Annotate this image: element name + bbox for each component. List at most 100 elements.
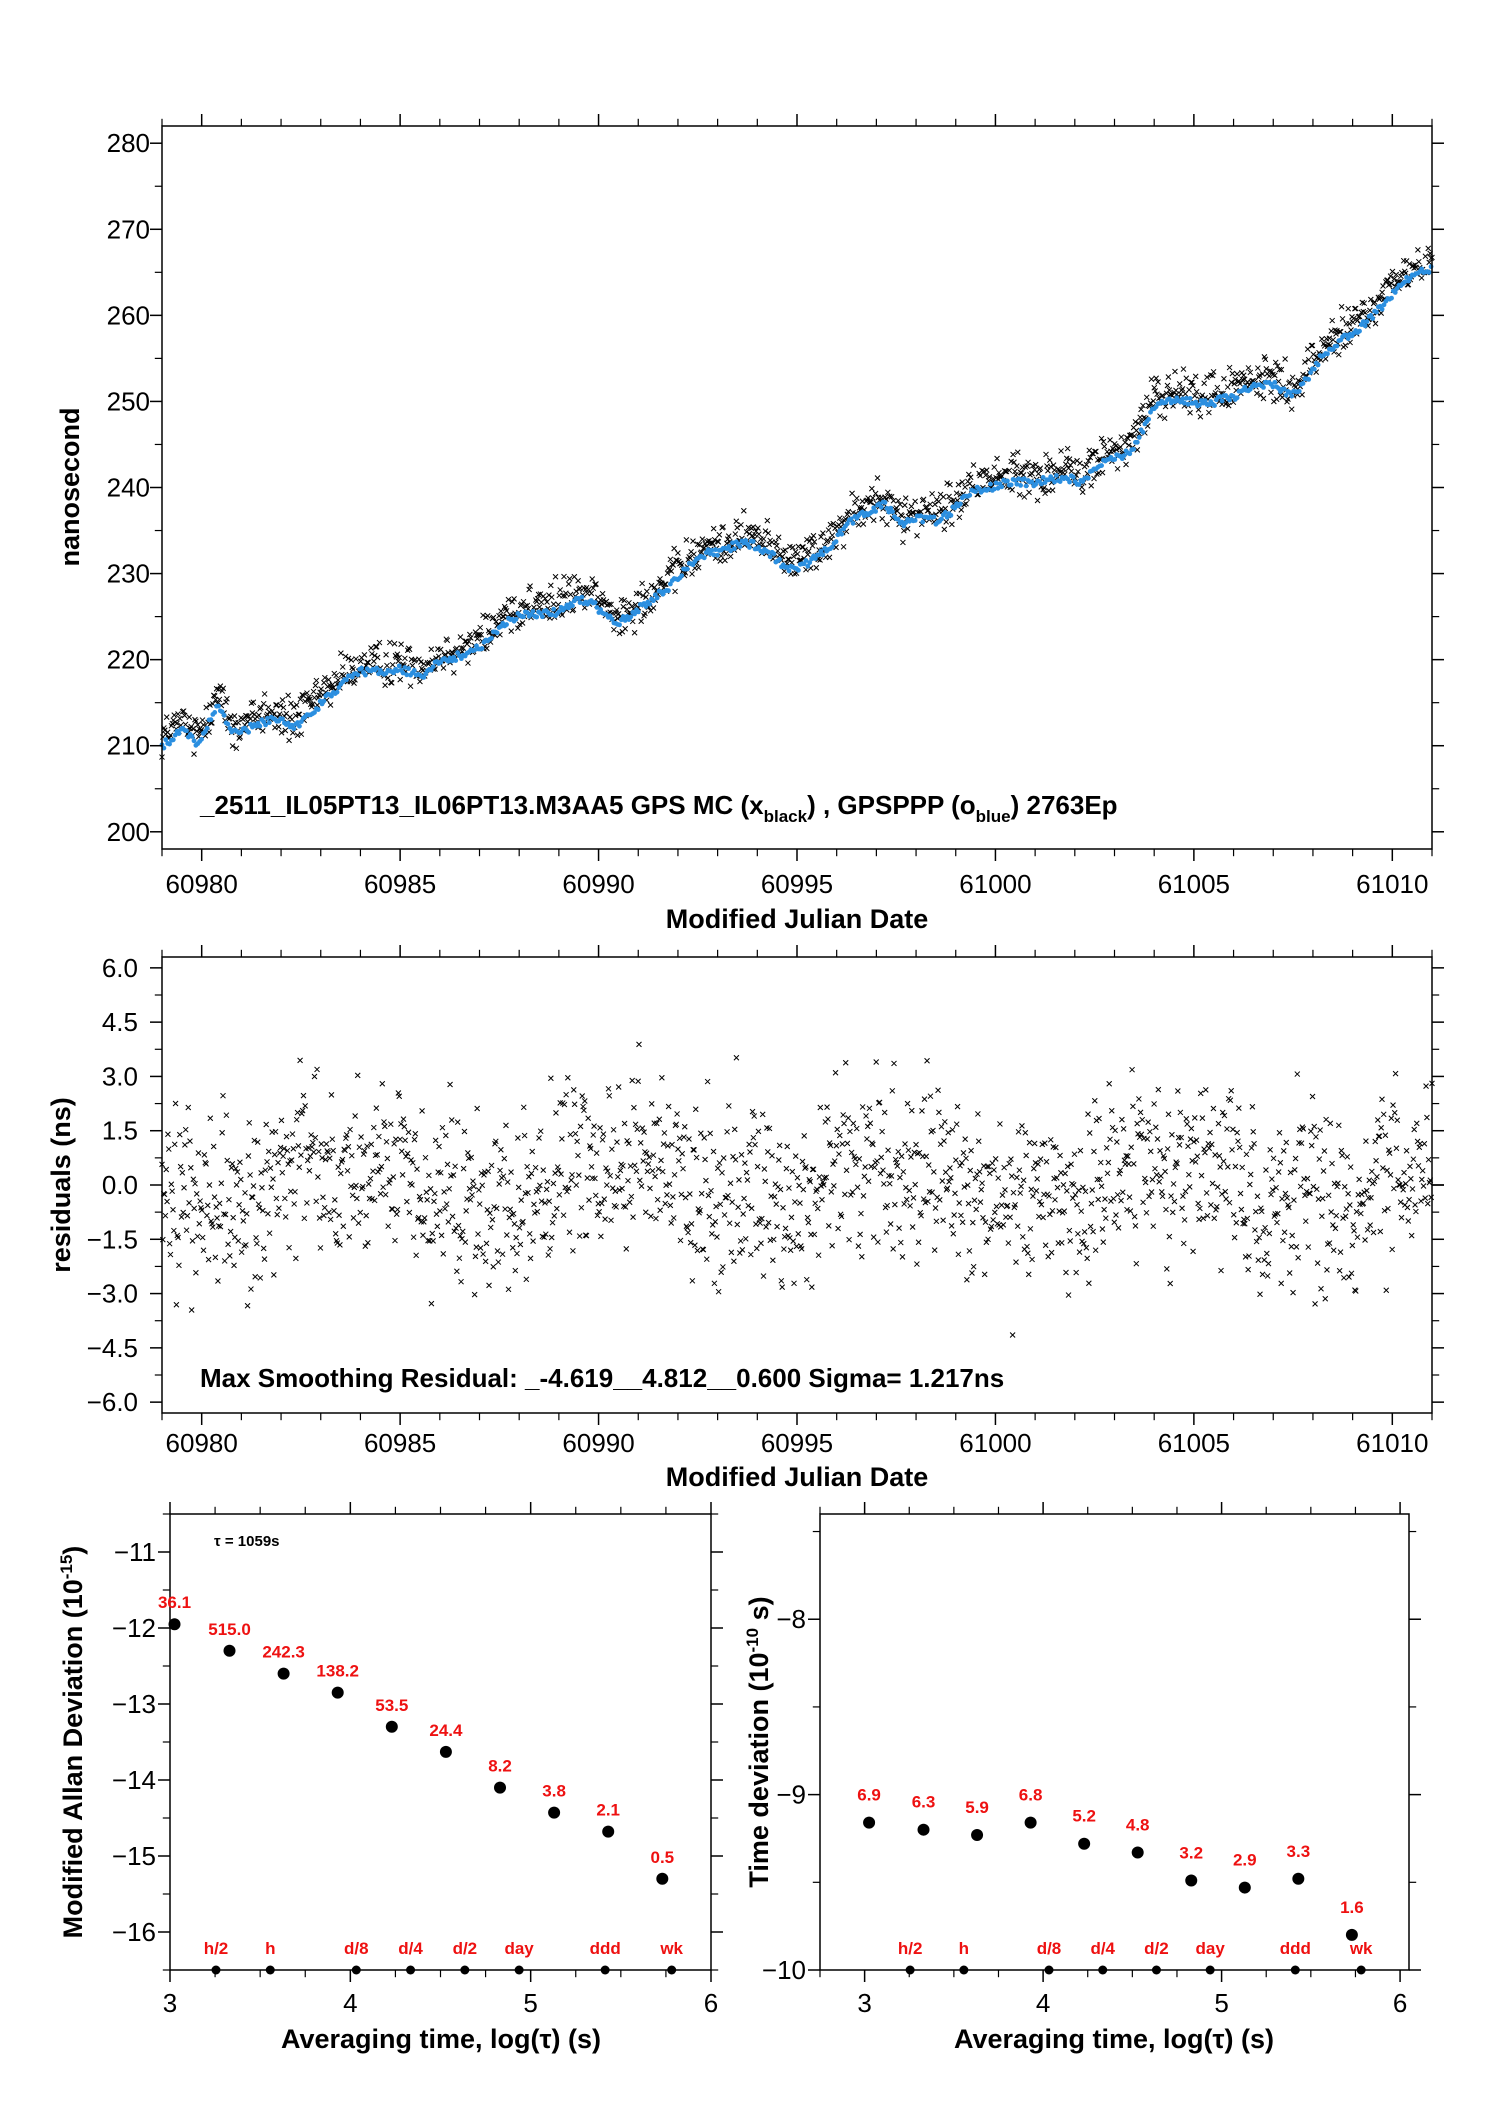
residual-point [941, 1138, 947, 1144]
residual-point [1408, 1232, 1415, 1239]
residual-point [1389, 1246, 1396, 1253]
residual-point [253, 1234, 259, 1241]
phase-black-point [631, 629, 638, 636]
residual-point [236, 1201, 242, 1208]
residual-point [1118, 1197, 1124, 1204]
residual-point [279, 1169, 286, 1176]
residual-point [1151, 1101, 1157, 1107]
phase-black-point [1190, 382, 1196, 389]
phase-blue-point [1296, 388, 1302, 394]
phase-black-point [672, 588, 678, 595]
residual-point [475, 1231, 481, 1237]
residual-point [276, 1205, 282, 1211]
residual-point [496, 1181, 503, 1187]
residual-point [1076, 1249, 1083, 1255]
phase-black-point [1151, 384, 1158, 391]
phase-black-point [733, 518, 740, 525]
phase-black-point [224, 695, 230, 702]
residual-point [857, 1231, 863, 1238]
phase-black-point [1418, 275, 1425, 281]
phase-blue-point [973, 489, 978, 495]
phase-blue-point [400, 670, 406, 676]
residual-point [963, 1155, 969, 1162]
residual-point [940, 1217, 947, 1224]
residual-point [511, 1221, 518, 1227]
residual-point [893, 1159, 900, 1166]
phase-black-point [402, 655, 408, 662]
residual-point [196, 1220, 203, 1227]
residual-point [1072, 1191, 1079, 1198]
phase-blue-point [632, 611, 638, 617]
residual-point [1090, 1228, 1096, 1235]
residual-point [334, 1240, 341, 1246]
residual-point [1071, 1151, 1078, 1158]
residual-point [1063, 1187, 1070, 1194]
residual-point [434, 1223, 441, 1230]
residual-point [363, 1212, 370, 1219]
residual-point [631, 1162, 638, 1169]
phase-black-point [1327, 342, 1334, 349]
residual-point [326, 1209, 332, 1216]
tdev-y-axis-label: Time deviation (10-10 s) [743, 1596, 774, 1887]
phase-black-point [1228, 379, 1235, 386]
residual-point [1163, 1266, 1170, 1272]
residual-point [991, 1167, 997, 1173]
residual-point [1267, 1146, 1274, 1153]
p4-point-label: 6.9 [857, 1786, 881, 1805]
residual-point [968, 1147, 974, 1154]
residual-point [1004, 1202, 1011, 1209]
phase-blue-point [777, 556, 782, 562]
phase-black-point [722, 557, 728, 564]
phase-black-point [169, 720, 176, 727]
phase-blue-point [1012, 477, 1018, 483]
residual-point [177, 1163, 184, 1170]
residuals-x-tick-label: 61000 [959, 1428, 1031, 1458]
phase-black-point [869, 495, 876, 501]
residual-point [335, 1164, 342, 1170]
phase-blue-point [334, 689, 340, 695]
residual-point [1002, 1187, 1008, 1193]
residual-point [1241, 1216, 1247, 1223]
residual-point [480, 1251, 486, 1257]
phase-black-point [868, 499, 874, 506]
phase-blue-point [285, 720, 291, 726]
residual-point [233, 1182, 240, 1188]
residual-point [812, 1200, 819, 1207]
residual-point [959, 1219, 966, 1226]
phase-black-point [773, 542, 780, 549]
residual-point [632, 1121, 639, 1128]
residual-point [634, 1126, 641, 1133]
residual-point [1379, 1096, 1385, 1103]
phase-black-point [802, 546, 808, 553]
residual-point [891, 1060, 897, 1067]
residual-point [1042, 1242, 1049, 1249]
residual-point [649, 1167, 656, 1174]
residual-point [1015, 1128, 1022, 1135]
phase-black-point [1032, 461, 1039, 468]
p4-marker-dot [1205, 1965, 1215, 1975]
residual-point [952, 1190, 958, 1197]
phase-black-point [882, 494, 888, 501]
residual-point [1385, 1205, 1391, 1212]
residual-point [176, 1262, 182, 1269]
phase-black-point [836, 515, 843, 521]
phase-frame [161, 125, 1433, 850]
phase-black-point [1087, 454, 1094, 461]
residuals-x-tick-label: 60990 [562, 1428, 634, 1458]
phase-black-point [457, 634, 464, 640]
residual-point [447, 1081, 453, 1088]
residual-point [1307, 1128, 1314, 1135]
residual-point [1316, 1156, 1323, 1162]
phase-black-point [817, 557, 823, 563]
phase-black-point [764, 517, 771, 524]
residual-point [1262, 1224, 1268, 1231]
phase-black-point [193, 718, 199, 725]
phase-black-point [782, 547, 789, 554]
phase-black-point [247, 716, 254, 722]
phase-black-point [720, 524, 726, 530]
residual-point [429, 1230, 436, 1237]
residual-point [487, 1210, 493, 1217]
residual-point [1263, 1250, 1270, 1257]
residual-point [715, 1288, 722, 1295]
residual-point [924, 1057, 930, 1064]
